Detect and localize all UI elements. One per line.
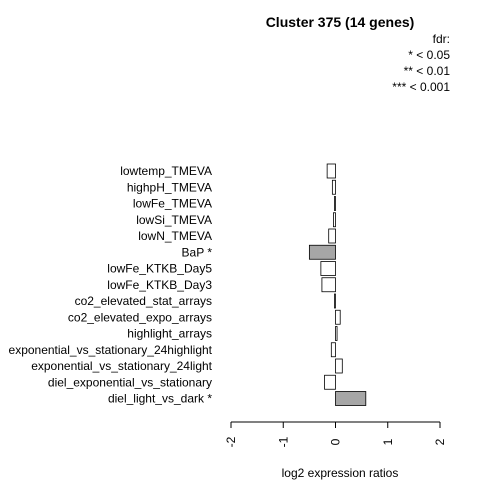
category-label: highpH_TMEVA [127, 180, 212, 194]
category-label: lowtemp_TMEVA [120, 164, 212, 178]
x-tick-label: 1 [381, 438, 395, 445]
category-label: exponential_vs_stationary_24highlight [9, 343, 213, 357]
bar [334, 293, 336, 309]
category-label: lowFe_TMEVA [133, 197, 212, 211]
bar-group [308, 163, 367, 406]
bar [328, 228, 336, 244]
x-axis-label: log2 expression ratios [282, 466, 399, 480]
category-label: exponential_vs_stationary_24light [31, 359, 212, 373]
chart-title: Cluster 375 (14 genes) [266, 14, 415, 30]
bar [335, 309, 341, 325]
category-label: lowSi_TMEVA [136, 213, 212, 227]
category-label: BaP * [182, 245, 213, 259]
category-label: co2_elevated_stat_arrays [75, 294, 212, 308]
bar [321, 277, 336, 293]
legend-entry-3: *** < 0.001 [392, 80, 450, 94]
category-label: lowN_TMEVA [138, 229, 212, 243]
bar [324, 374, 336, 390]
x-tick-label: 2 [433, 438, 447, 445]
bar [334, 196, 336, 211]
legend-entry-2: ** < 0.01 [404, 64, 451, 78]
bar [326, 163, 336, 179]
category-labels: lowtemp_TMEVA highpH_TMEVA lowFe_TMEVA lowS… [9, 164, 213, 406]
bar [335, 326, 338, 341]
bar [331, 179, 336, 195]
bar [330, 342, 336, 358]
legend-entry-1: * < 0.05 [408, 48, 450, 62]
x-axis: -2 -1 0 1 2 [224, 421, 447, 447]
category-label: lowFe_KTKB_Day5 [107, 262, 212, 276]
category-label: co2_elevated_expo_arrays [68, 310, 212, 324]
x-tick-label: 0 [329, 438, 343, 445]
x-tick-label: -2 [224, 436, 238, 447]
x-tick-label: -1 [276, 436, 290, 447]
legend-title: fdr: [433, 32, 450, 46]
bar [320, 261, 336, 276]
bar [335, 358, 343, 374]
category-label: highlight_arrays [127, 327, 212, 341]
bar [333, 212, 336, 228]
bar [308, 244, 336, 260]
category-label: lowFe_KTKB_Day3 [107, 278, 212, 292]
category-label: diel_light_vs_dark * [108, 392, 212, 406]
bar [335, 391, 367, 406]
category-label: diel_exponential_vs_stationary [48, 375, 212, 389]
